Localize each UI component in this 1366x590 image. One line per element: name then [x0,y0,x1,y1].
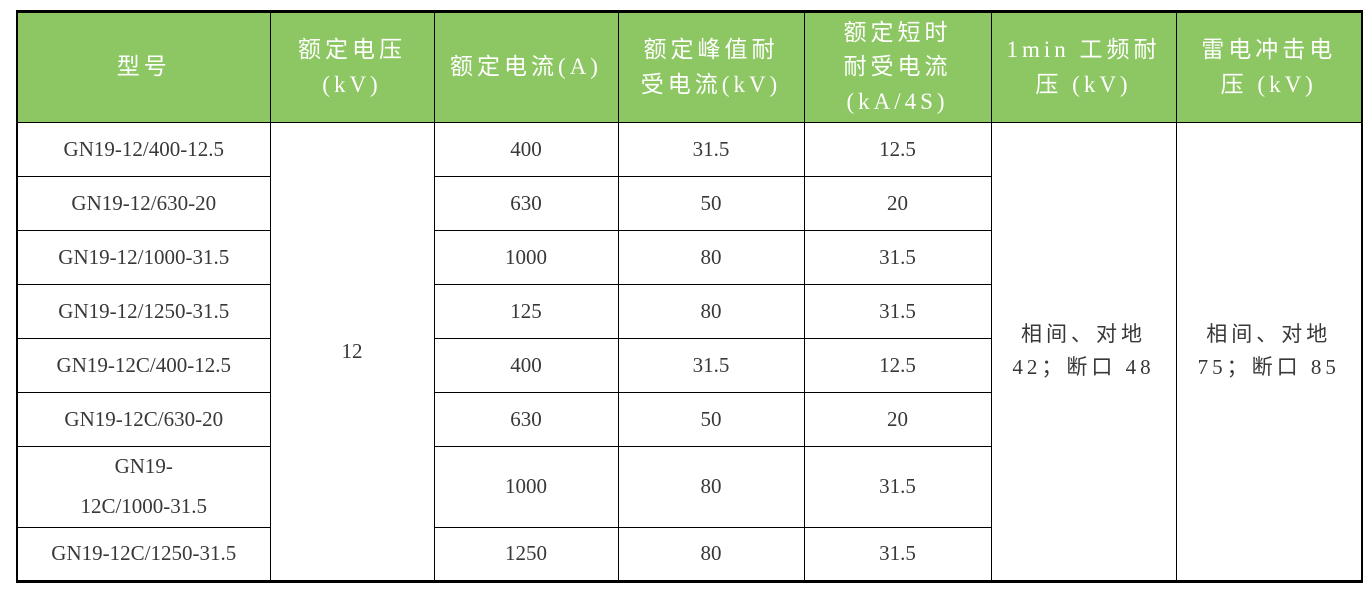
cell-model: GN19- 12C/1000-31.5 [16,446,271,528]
cell-peak-current: 50 [617,392,805,447]
cell-short-time-current: 31.5 [803,284,992,339]
cell-lightning-merged: 相间、对地 75；断口 85 [1175,122,1363,582]
cell-rated-current: 125 [433,284,619,339]
cell-peak-current: 80 [617,284,805,339]
cell-rated-current: 1250 [433,526,619,582]
cell-peak-current: 80 [617,230,805,285]
cell-rated-current: 630 [433,392,619,447]
header-model: 型号 [16,11,271,123]
cell-rated-current: 400 [433,338,619,393]
table-body: GN19-12/400-12.5 12 400 31.5 12.5 相间、对地 … [16,122,1363,582]
header-lightning-impulse: 雷电冲击电 压 (kV) [1175,11,1363,123]
cell-model: GN19-12/400-12.5 [16,122,271,177]
cell-model: GN19-12C/1250-31.5 [16,526,271,582]
header-peak-withstand-current: 额定峰值耐 受电流(kV) [617,11,805,123]
table-row: GN19-12C/1250-31.5 1250 80 31.5 [16,526,1362,582]
cell-peak-current: 31.5 [617,338,805,393]
cell-short-time-current: 20 [803,176,992,231]
table-row: GN19-12/1000-31.5 1000 80 31.5 [16,230,1362,285]
cell-rated-current: 1000 [433,446,619,528]
cell-rated-current: 1000 [433,230,619,285]
cell-peak-current: 50 [617,176,805,231]
table-row: GN19-12/1250-31.5 125 80 31.5 [16,284,1362,339]
cell-model: GN19-12/1000-31.5 [16,230,271,285]
cell-short-time-current: 12.5 [803,338,992,393]
table-row: GN19-12C/630-20 630 50 20 [16,392,1362,447]
cell-rated-current: 630 [433,176,619,231]
header-rated-current: 额定电流(A) [433,11,619,123]
cell-short-time-current: 12.5 [803,122,992,177]
cell-short-time-current: 31.5 [803,230,992,285]
cell-peak-current: 31.5 [617,122,805,177]
table-header: 型号 额定电压 (kV) 额定电流(A) 额定峰值耐 受电流(kV) 额定短时 … [16,11,1363,123]
cell-short-time-current: 31.5 [803,446,992,528]
cell-rated-current: 400 [433,122,619,177]
header-rated-voltage: 额定电压 (kV) [269,11,435,123]
header-short-time-current: 额定短时 耐受电流 (kA/4S) [803,11,992,123]
cell-model: GN19-12/630-20 [16,176,271,231]
cell-power-freq-merged: 相间、对地 42；断口 48 [990,122,1177,582]
spec-table: 型号 额定电压 (kV) 额定电流(A) 额定峰值耐 受电流(kV) 额定短时 … [16,10,1363,583]
header-row: 型号 额定电压 (kV) 额定电流(A) 额定峰值耐 受电流(kV) 额定短时 … [16,11,1363,123]
table-row: GN19-12/630-20 630 50 20 [16,176,1362,231]
cell-short-time-current: 31.5 [803,526,992,582]
cell-model: GN19-12C/400-12.5 [16,338,271,393]
cell-short-time-current: 20 [803,392,992,447]
table-row: GN19-12/400-12.5 12 400 31.5 12.5 相间、对地 … [16,122,1363,582]
cell-rated-voltage-merged: 12 [269,122,435,582]
table-row: GN19- 12C/1000-31.5 1000 80 31.5 [16,446,1362,528]
cell-peak-current: 80 [617,526,805,582]
header-power-freq-withstand: 1min 工频耐 压 (kV) [990,11,1177,123]
cell-model: GN19-12/1250-31.5 [16,284,271,339]
cell-model: GN19-12C/630-20 [16,392,271,447]
cell-peak-current: 80 [617,446,805,528]
